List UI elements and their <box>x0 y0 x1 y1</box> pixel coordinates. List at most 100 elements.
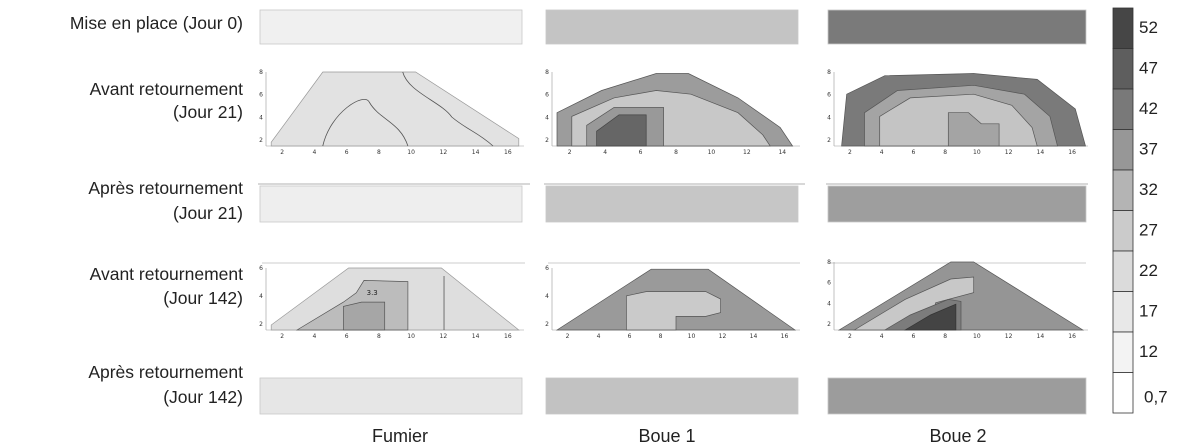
y-tick-label: 2 <box>545 137 549 144</box>
x-tick-label: 14 <box>778 149 786 156</box>
legend-label: 17 <box>1139 302 1158 321</box>
x-tick-label: 6 <box>911 149 915 156</box>
legend-swatch <box>1112 169 1134 211</box>
x-tick-label: 4 <box>880 333 884 340</box>
x-tick-label: 4 <box>603 149 607 156</box>
x-tick-label: 8 <box>674 149 678 156</box>
y-tick-label: 4 <box>827 114 831 121</box>
x-tick-label: 2 <box>568 149 572 156</box>
uniform-temperature-panel <box>545 9 799 45</box>
legend-swatch <box>1112 291 1134 333</box>
y-tick-label: 8 <box>259 69 263 76</box>
x-tick-label: 8 <box>943 333 947 340</box>
legend-swatch <box>1112 129 1134 171</box>
legend-swatch <box>1112 331 1134 373</box>
column-label: Boue 1 <box>638 426 695 446</box>
x-tick-label: 12 <box>440 149 448 156</box>
x-tick-label: 10 <box>407 333 415 340</box>
x-tick-label: 4 <box>312 333 316 340</box>
x-tick-label: 4 <box>597 333 601 340</box>
y-tick-label: 2 <box>259 321 263 328</box>
y-tick-label: 2 <box>259 137 263 144</box>
x-tick-label: 16 <box>1068 333 1076 340</box>
uniform-temperature-panel <box>827 185 1087 223</box>
legend-label: 37 <box>1139 140 1158 159</box>
x-tick-label: 16 <box>504 333 512 340</box>
y-tick-label: 6 <box>545 92 549 99</box>
y-tick-label: 2 <box>827 321 831 328</box>
x-tick-label: 10 <box>973 149 981 156</box>
x-tick-label: 2 <box>848 149 852 156</box>
contour-line <box>322 99 409 147</box>
column-label: Fumier <box>372 426 428 446</box>
legend-swatch <box>1112 48 1134 90</box>
x-tick-label: 16 <box>504 149 512 156</box>
uniform-temperature-panel <box>545 377 799 415</box>
uniform-temperature-panel <box>545 185 799 223</box>
legend-label: 0,7 <box>1144 388 1168 407</box>
row-label: (Jour 142) <box>163 387 243 407</box>
x-tick-label: 12 <box>440 333 448 340</box>
x-tick-label: 8 <box>377 333 381 340</box>
x-tick-label: 14 <box>472 149 480 156</box>
x-tick-label: 10 <box>688 333 696 340</box>
x-tick-label: 6 <box>639 149 643 156</box>
x-tick-label: 12 <box>743 149 751 156</box>
legend-swatch <box>1112 250 1134 292</box>
x-tick-label: 8 <box>377 149 381 156</box>
x-tick-label: 14 <box>472 333 480 340</box>
row-label: (Jour 21) <box>173 203 243 223</box>
x-tick-label: 6 <box>345 149 349 156</box>
x-tick-label: 12 <box>1005 149 1013 156</box>
x-tick-label: 14 <box>1037 149 1045 156</box>
x-tick-label: 2 <box>280 333 284 340</box>
x-tick-label: 2 <box>280 149 284 156</box>
row-label: Après retournement <box>88 178 243 198</box>
contour-line <box>402 71 494 147</box>
row-label: Après retournement <box>88 362 243 382</box>
uniform-temperature-panel <box>259 185 523 223</box>
legend-label: 42 <box>1139 99 1158 118</box>
x-tick-label: 16 <box>781 333 789 340</box>
legend-label: 47 <box>1139 59 1158 78</box>
x-tick-label: 8 <box>659 333 663 340</box>
y-tick-label: 4 <box>259 114 263 121</box>
x-tick-label: 6 <box>911 333 915 340</box>
y-tick-label: 6 <box>545 265 549 272</box>
row-label: Mise en place (Jour 0) <box>70 13 243 33</box>
x-tick-label: 4 <box>312 149 316 156</box>
legend-swatch <box>1112 7 1134 49</box>
uniform-temperature-panel <box>259 377 523 415</box>
y-tick-label: 8 <box>545 69 549 76</box>
row-label: Avant retournement <box>90 79 244 99</box>
uniform-temperature-panel <box>259 9 523 45</box>
y-tick-label: 6 <box>259 265 263 272</box>
contour-region <box>626 291 721 331</box>
legend-swatch <box>1112 88 1134 130</box>
y-tick-label: 4 <box>827 300 831 307</box>
y-tick-label: 6 <box>827 92 831 99</box>
contour-region <box>596 114 647 147</box>
y-tick-label: 8 <box>827 259 831 266</box>
y-tick-label: 8 <box>827 69 831 76</box>
y-tick-label: 4 <box>545 293 549 300</box>
x-tick-label: 12 <box>1005 333 1013 340</box>
legend-label: 12 <box>1139 342 1158 361</box>
x-tick-label: 2 <box>848 333 852 340</box>
x-tick-label: 10 <box>407 149 415 156</box>
y-tick-label: 4 <box>259 293 263 300</box>
legend-swatch <box>1112 372 1134 414</box>
legend-label: 27 <box>1139 221 1158 240</box>
legend-label: 32 <box>1139 180 1158 199</box>
x-tick-label: 14 <box>1037 333 1045 340</box>
y-tick-label: 2 <box>827 137 831 144</box>
uniform-temperature-panel <box>827 9 1087 45</box>
uniform-temperature-panel <box>827 377 1087 415</box>
legend-label: 52 <box>1139 18 1158 37</box>
contour-region <box>903 303 957 331</box>
row-label: Avant retournement <box>90 264 244 284</box>
x-tick-label: 16 <box>1068 149 1076 156</box>
legend-swatch <box>1112 210 1134 252</box>
x-tick-label: 14 <box>750 333 758 340</box>
